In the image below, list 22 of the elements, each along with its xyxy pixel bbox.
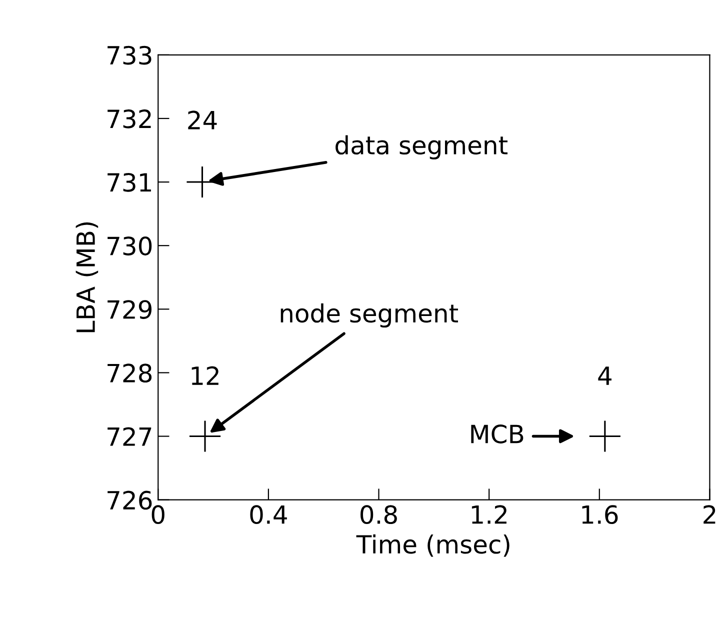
annotation: 4 xyxy=(598,366,612,385)
y-axis-title: LBA (MB) xyxy=(76,222,98,332)
y-tick-label: 729 xyxy=(108,300,152,319)
annotation: data segment xyxy=(336,135,508,160)
y-tick-label: 728 xyxy=(108,364,152,383)
y-tick-label: 733 xyxy=(108,46,152,65)
x-tick-label: 1.6 xyxy=(582,505,618,524)
x-tick-label: 1.2 xyxy=(472,505,506,524)
y-tick-label: 731 xyxy=(108,172,151,192)
annotation: MCB xyxy=(471,424,524,444)
x-tick-label: 0.8 xyxy=(360,505,397,524)
x-tick-label: 0 xyxy=(152,505,164,524)
y-tick-label: 726 xyxy=(108,490,152,510)
x-tick-label: 0.4 xyxy=(250,505,287,524)
x-tick-label: 2 xyxy=(704,505,716,524)
y-tick-label: 727 xyxy=(108,427,152,446)
y-tick-label: 730 xyxy=(108,236,152,256)
annotation: node segment xyxy=(280,303,458,328)
annotation: 12 xyxy=(192,366,218,385)
y-tick-label: 732 xyxy=(108,109,151,128)
x-axis-title: Time (msec) xyxy=(356,534,510,557)
annotation: 24 xyxy=(188,110,217,130)
